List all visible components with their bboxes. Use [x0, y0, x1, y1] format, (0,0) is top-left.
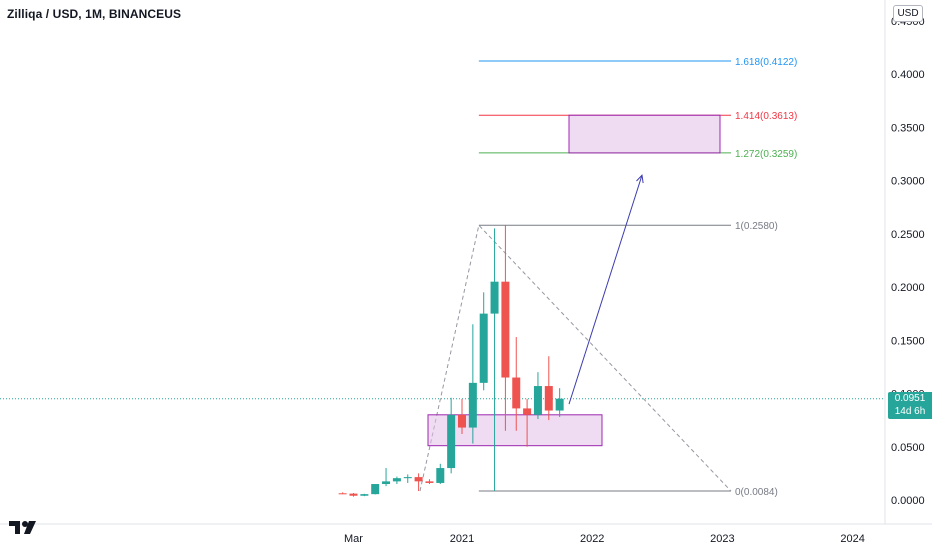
y-tick-label: 0.2000 — [891, 282, 925, 294]
candle-body — [490, 281, 499, 314]
candle — [512, 337, 521, 431]
candle-body — [533, 386, 542, 415]
y-tick-label: 0.0000 — [891, 495, 925, 507]
current-price-tag: 0.0951 14d 6h — [888, 392, 932, 419]
candle-body — [349, 493, 358, 496]
candle — [338, 492, 347, 495]
x-tick-label: 2024 — [840, 533, 864, 545]
candle-body — [555, 398, 564, 411]
candle-body — [512, 377, 521, 409]
candle-body — [458, 414, 466, 428]
candle — [523, 398, 532, 447]
fib-level-label: 1.414(0.3613) — [735, 111, 797, 122]
x-tick-label: 2021 — [450, 533, 474, 545]
fib-level-label: 1.272(0.3259) — [735, 149, 797, 160]
y-tick-label: 0.2500 — [891, 229, 925, 241]
candle-body — [403, 477, 412, 479]
x-tick-label: 2022 — [580, 533, 604, 545]
candle — [555, 388, 564, 417]
candle-body — [425, 481, 434, 483]
candle — [447, 397, 456, 474]
y-tick-label: 0.3500 — [891, 122, 925, 134]
candle — [533, 372, 542, 420]
candle — [544, 356, 553, 421]
candle-body — [371, 484, 380, 495]
candle — [349, 492, 358, 497]
candle — [360, 493, 369, 497]
y-tick-label: 0.3000 — [891, 176, 925, 188]
candle — [382, 468, 391, 487]
candle — [458, 398, 466, 434]
candle-body — [468, 382, 477, 428]
projection-arrowhead — [636, 174, 644, 184]
chart-title: Zilliqa / USD, 1M, BINANCEUS — [7, 7, 182, 21]
fib-level-label: 1.618(0.4122) — [735, 57, 797, 68]
candle — [403, 474, 412, 483]
candle — [425, 479, 434, 485]
candle-body — [338, 493, 347, 495]
candle — [392, 476, 401, 485]
current-price-label: 0.0951 — [894, 393, 926, 404]
candle-body — [447, 414, 456, 469]
bar-countdown-label: 14d 6h — [894, 406, 926, 417]
candle-body — [382, 481, 391, 485]
y-tick-label: 0.0500 — [891, 442, 925, 454]
candle-body — [523, 408, 532, 415]
candle — [414, 473, 423, 492]
candle-body — [414, 477, 423, 482]
fib-level-label: 1(0.2580) — [735, 221, 778, 232]
candle-body — [360, 494, 369, 496]
candle — [479, 292, 488, 391]
projection-arrow — [568, 175, 643, 405]
tradingview-logo-icon[interactable] — [8, 518, 38, 536]
fib-extension-path — [419, 224, 732, 492]
y-tick-label: 0.4000 — [891, 69, 925, 81]
candle — [436, 463, 445, 485]
candle-body — [501, 281, 510, 378]
currency-button[interactable]: USD — [893, 5, 923, 22]
y-tick-label: 0.1500 — [891, 335, 925, 347]
candle-body — [479, 313, 488, 383]
candle — [501, 225, 510, 431]
candle-body — [436, 468, 445, 483]
candle — [371, 484, 380, 495]
x-tick-label: Mar — [344, 533, 363, 545]
candle — [490, 228, 499, 492]
x-tick-label: 2023 — [710, 533, 734, 545]
candle — [468, 324, 477, 444]
support-zone — [427, 414, 603, 447]
candle-body — [392, 478, 401, 482]
fib-level-label: 0(0.0084) — [735, 487, 778, 498]
target-zone — [568, 114, 721, 154]
candle-body — [544, 386, 553, 411]
